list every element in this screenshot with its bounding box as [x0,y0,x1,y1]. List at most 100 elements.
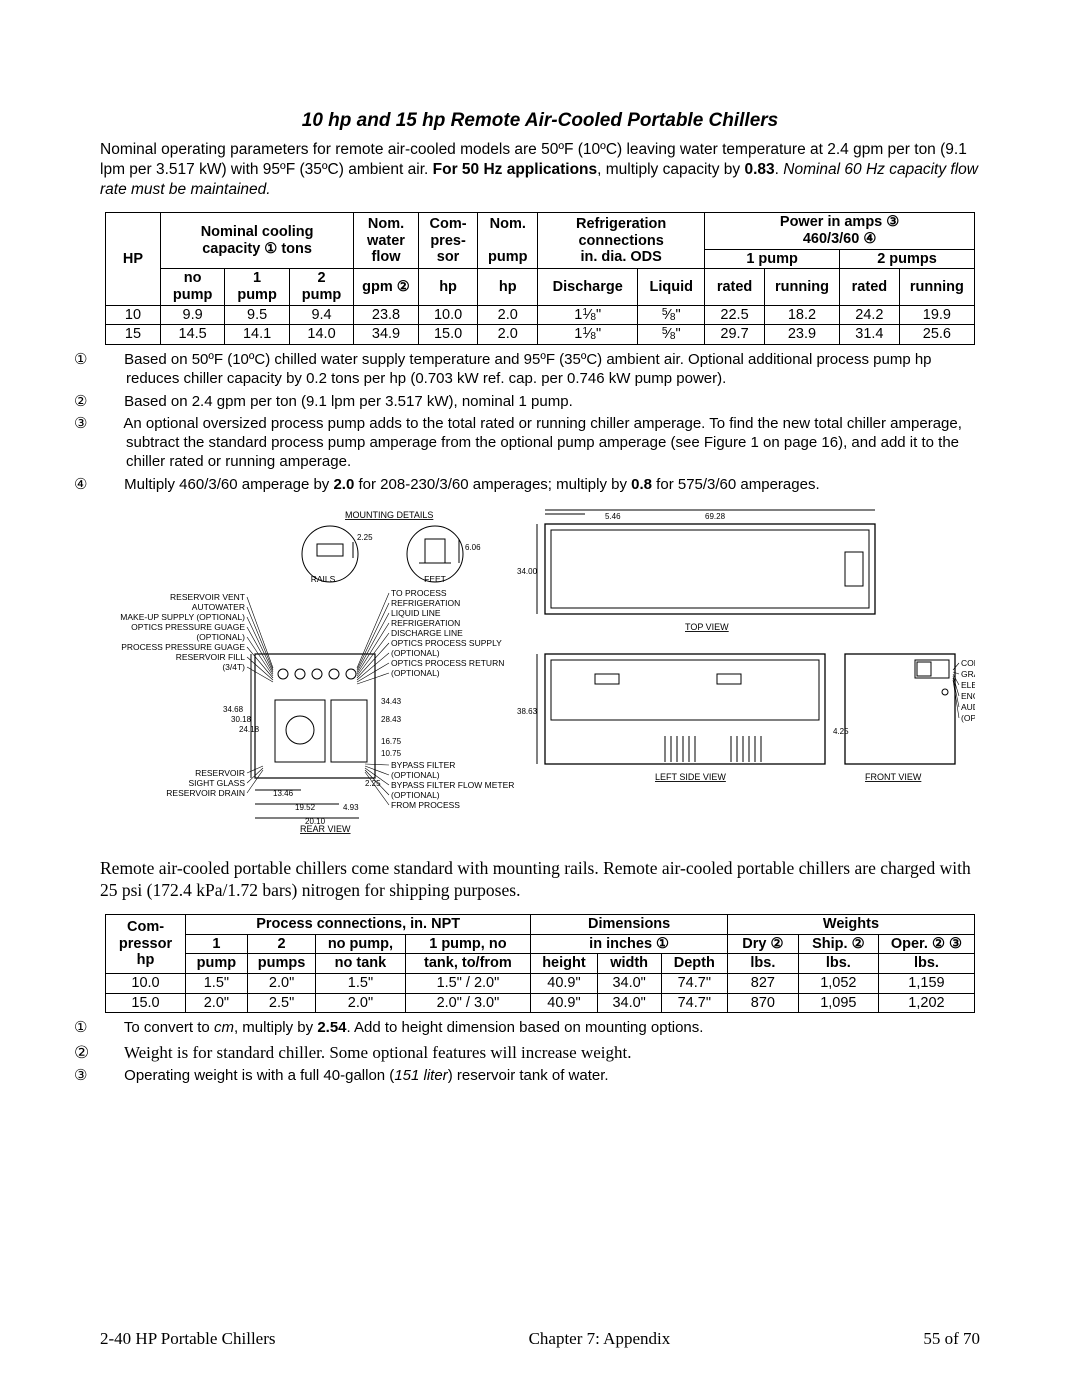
footnote: ③ An optional oversized process pump add… [100,415,980,471]
footer-left: 2-40 HP Portable Chillers [100,1329,276,1349]
svg-text:TO PROCESS: TO PROCESS [391,588,447,598]
col-nopump-notank: no pump, [316,934,405,954]
svg-text:REFRIGERATION: REFRIGERATION [391,618,460,628]
col-1pump: 1 pump [705,249,840,269]
footnote: ① To convert to cm, multiply by 2.54. Ad… [100,1019,980,1038]
svg-text:(OPTIONAL): (OPTIONAL) [196,632,245,642]
notes-block-2: ① To convert to cm, multiply by 2.54. Ad… [100,1019,980,1086]
col-1pump2: 1 [186,934,248,954]
col-nom-pump: Nom.pump [478,213,538,269]
footnote: ① Based on 50ºF (10ºC) chilled water sup… [100,351,980,389]
page-footer: 2-40 HP Portable Chillers Chapter 7: App… [100,1329,980,1349]
svg-text:BYPASS FILTER FLOW METER: BYPASS FILTER FLOW METER [391,780,514,790]
col-2-pump: 2pump [289,269,353,305]
col-weights: Weights [727,915,974,935]
footnote: ② Based on 2.4 gpm per ton (9.1 lpm per … [100,393,980,412]
specifications-table-1: HP Nominal coolingcapacity ① tons Nom.wa… [105,212,975,345]
footer-right: 55 of 70 [923,1329,980,1349]
col-nominal-cooling: Nominal coolingcapacity ① tons [160,213,353,269]
col-tank-tofrom: tank, to/from [405,954,531,974]
svg-text:4.25: 4.25 [833,727,849,736]
col-2pumps: 2 pumps [840,249,975,269]
svg-text:ELECTRICAL: ELECTRICAL [961,680,975,690]
svg-text:OPTICS PROCESS SUPPLY: OPTICS PROCESS SUPPLY [391,638,502,648]
svg-text:30.18: 30.18 [231,715,252,724]
col-hp: HP [106,213,161,305]
svg-text:(OPTIONAL): (OPTIONAL) [391,648,440,658]
col-width: width [597,954,661,974]
svg-text:RESERVOIR DRAIN: RESERVOIR DRAIN [166,788,245,798]
svg-text:AUDIBLE & VISUAL ALARM: AUDIBLE & VISUAL ALARM [961,702,975,712]
svg-text:FROM PROCESS: FROM PROCESS [391,800,460,810]
col-1pump-notank: 1 pump, no [405,934,531,954]
caption-top-view: TOP VIEW [685,622,729,632]
table-row: 109.99.59.423.810.02.011⁄8"5⁄8"22.518.22… [106,305,975,325]
col-lbs2: lbs. [798,954,878,974]
col-depth: Depth [661,954,727,974]
svg-text:MAKE-UP SUPPLY (OPTIONAL): MAKE-UP SUPPLY (OPTIONAL) [120,612,245,622]
col-in-inches: in inches ① [531,934,728,954]
svg-text:BYPASS FILTER: BYPASS FILTER [391,760,455,770]
col-lbs3: lbs. [878,954,974,974]
col-liquid: Liquid [638,269,705,305]
col-running1: running [764,269,839,305]
label-mounting-details: MOUNTING DETAILS [345,510,433,520]
footnote: ③ Operating weight is with a full 40-gal… [100,1067,980,1086]
col-pump: pump [186,954,248,974]
footnote: ② Weight is for standard chiller. Some o… [100,1042,980,1063]
col-discharge: Discharge [538,269,638,305]
caption-front-view: FRONT VIEW [865,772,922,782]
col-gpm: gpm ② [354,269,418,305]
svg-text:(OPTIONAL): (OPTIONAL) [391,790,440,800]
col-running2: running [899,269,974,305]
col-rated1: rated [705,269,765,305]
svg-text:2.25: 2.25 [357,533,373,542]
svg-text:RESERVOIR: RESERVOIR [195,768,245,778]
svg-text:10.75: 10.75 [381,749,402,758]
svg-text:REFRIGERATION: REFRIGERATION [391,598,460,608]
col-lbs1: lbs. [727,954,798,974]
intro-paragraph: Nominal operating parameters for remote … [100,140,980,200]
col-dimensions: Dimensions [531,915,728,935]
svg-text:2.25: 2.25 [365,779,381,788]
footnote: ④ Multiply 460/3/60 amperage by 2.0 for … [100,476,980,495]
col-dry: Dry ② [727,934,798,954]
label-rails: RAILS [311,574,336,584]
col-height: height [531,954,597,974]
col-compressor2: Com-pressorhp [106,915,186,974]
svg-text:5.46: 5.46 [605,512,621,521]
svg-text:69.28: 69.28 [705,512,726,521]
svg-text:28.43: 28.43 [381,715,402,724]
svg-text:GRAPHIC PANEL: GRAPHIC PANEL [961,669,975,679]
svg-text:AUTOWATER: AUTOWATER [192,602,245,612]
svg-text:(OPTIONAL): (OPTIONAL) [961,713,975,723]
svg-text:16.75: 16.75 [381,737,402,746]
svg-text:(3/4T): (3/4T) [222,662,245,672]
col-pumps: pumps [247,954,316,974]
footer-center: Chapter 7: Appendix [529,1329,671,1349]
col-2pumps2: 2 [247,934,316,954]
svg-text:LIQUID LINE: LIQUID LINE [391,608,441,618]
specifications-table-2: Com-pressorhp Process connections, in. N… [105,914,975,1013]
col-oper: Oper. ② ③ [878,934,974,954]
svg-text:CONTROLLER WITH: CONTROLLER WITH [961,658,975,668]
col-notank: no tank [316,954,405,974]
svg-text:PROCESS PRESSURE GUAGE: PROCESS PRESSURE GUAGE [121,642,245,652]
col-refrigeration: Refrigerationconnectionsin. dia. ODS [538,213,705,269]
notes-block-1: ① Based on 50ºF (10ºC) chilled water sup… [100,351,980,494]
col-power: Power in amps ③460/3/60 ④ [705,213,975,249]
svg-text:34.00: 34.00 [517,567,538,576]
col-rated2: rated [840,269,900,305]
svg-text:OPTICS PROCESS RETURN: OPTICS PROCESS RETURN [391,658,504,668]
equipment-diagram: MOUNTING DETAILS RAILS FEET 2.25 6.06 [105,504,975,844]
table-row: 15.02.0"2.5"2.0"2.0" / 3.0"40.9"34.0"74.… [106,993,975,1013]
svg-text:RESERVOIR FILL: RESERVOIR FILL [176,652,246,662]
svg-text:38.63: 38.63 [517,707,538,716]
table-row: 10.01.5"2.0"1.5"1.5" / 2.0"40.9"34.0"74.… [106,974,975,994]
label-feet: FEET [424,574,446,584]
col-nom-water: Nom.waterflow [354,213,418,269]
svg-text:(OPTIONAL): (OPTIONAL) [391,668,440,678]
caption-left-side: LEFT SIDE VIEW [655,772,726,782]
col-compressor: Com-pres-sor [418,213,478,269]
svg-text:OPTICS PRESSURE GUAGE: OPTICS PRESSURE GUAGE [131,622,245,632]
